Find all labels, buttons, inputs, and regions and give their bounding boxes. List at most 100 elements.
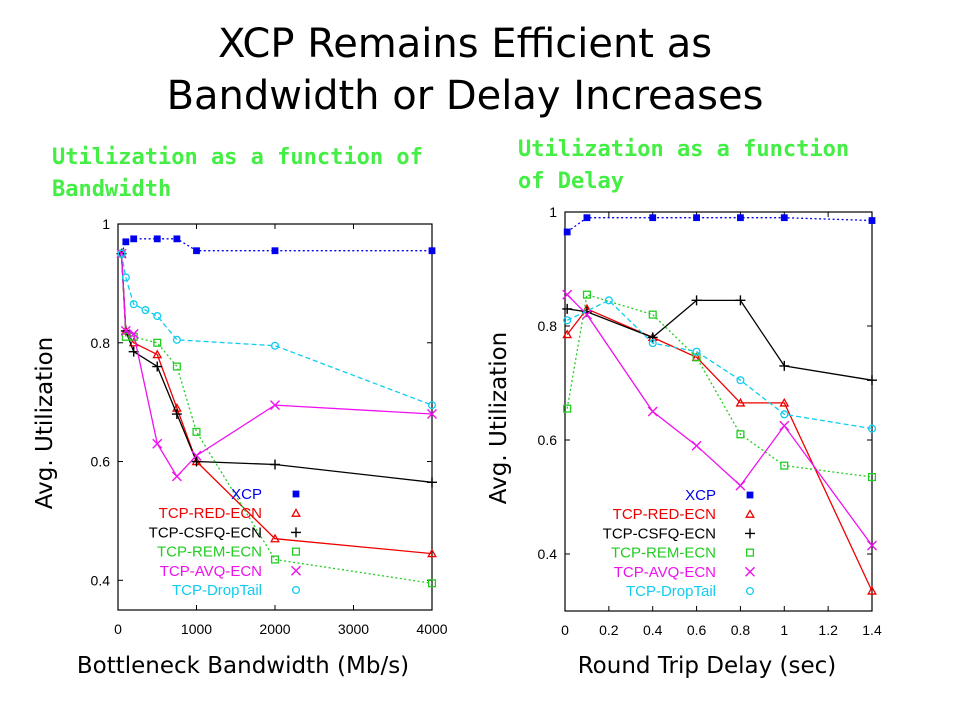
left-chart-point-tcp-rem-ecn bbox=[192, 427, 201, 436]
right-chart-point-tcp-avq-ecn bbox=[647, 406, 658, 417]
right-chart-legend-label-tcp-droptail: TCP-DropTail bbox=[626, 583, 716, 600]
left-chart-xtick-label: 3000 bbox=[338, 621, 369, 637]
right-chart-point-xcp bbox=[737, 214, 744, 222]
right-chart-point-xcp bbox=[693, 214, 700, 222]
left-chart-series-xcp bbox=[118, 235, 436, 258]
right-chart-ytick-label: 0.6 bbox=[538, 432, 558, 448]
right-chart-xtick-label: 0.4 bbox=[643, 622, 663, 638]
right-chart-xtick-label: 0.6 bbox=[687, 622, 707, 638]
right-chart-point-tcp-avq-ecn bbox=[735, 480, 746, 491]
right-chart-point-tcp-avq-ecn bbox=[691, 440, 702, 451]
left-chart-x-axis-title: Bottleneck Bandwidth (Mb/s) bbox=[77, 653, 409, 679]
left-chart-legend-label-tcp-avq-ecn: TCP-AVQ-ECN bbox=[160, 563, 262, 580]
left-chart-xtick-label: 2000 bbox=[259, 621, 290, 637]
right-chart-point-tcp-droptail bbox=[736, 376, 745, 385]
left-chart-point-tcp-avq-ecn bbox=[270, 400, 280, 411]
right-chart-point-tcp-rem-ecn bbox=[648, 310, 657, 319]
right-chart-xtick-label: 1.2 bbox=[818, 622, 838, 638]
right-chart-ytick-label: 1 bbox=[549, 204, 557, 220]
right-chart-xtick-label: 1 bbox=[780, 622, 788, 638]
right-chart-legend-label-tcp-red-ecn: TCP-RED-ECN bbox=[613, 506, 716, 523]
left-chart-point-tcp-droptail bbox=[117, 249, 126, 258]
left-chart: 1 0.8 0.6 0.4 0 1000 2000 3000 4000 Bottleneck Ba… bbox=[32, 216, 448, 679]
left-chart-legend-label-xcp: XCP bbox=[231, 486, 262, 503]
left-chart-point-tcp-csfq-ecn bbox=[191, 456, 202, 467]
left-chart-point-tcp-red-ecn bbox=[152, 349, 163, 359]
right-chart-xtick-label: 0 bbox=[561, 622, 569, 638]
right-chart-legend-marker-tcp-droptail bbox=[745, 586, 755, 596]
left-chart-point-xcp bbox=[153, 235, 161, 243]
left-chart-point-tcp-avq-ecn bbox=[128, 328, 139, 339]
right-chart-point-tcp-rem-ecn bbox=[692, 353, 701, 362]
right-chart-point-tcp-red-ecn bbox=[562, 329, 573, 339]
right-chart-x-axis-title: Round Trip Delay (sec) bbox=[578, 653, 837, 679]
left-chart-line-tcp-csfq-ecn bbox=[120, 253, 433, 483]
left-chart-point-xcp bbox=[122, 238, 130, 246]
left-chart-point-xcp bbox=[428, 247, 436, 255]
right-chart-series-tcp-csfq-ecn bbox=[562, 295, 877, 386]
left-chart-point-tcp-avq-ecn bbox=[116, 248, 127, 259]
right-chart-point-tcp-csfq-ecn bbox=[562, 303, 573, 314]
left-chart-series-tcp-avq-ecn bbox=[116, 248, 437, 482]
left-chart-legend-marker-xcp bbox=[292, 490, 300, 498]
left-chart-line-tcp-droptail bbox=[120, 253, 433, 406]
right-chart-point-tcp-droptail bbox=[648, 339, 657, 348]
right-chart-point-tcp-avq-ecn bbox=[779, 420, 790, 431]
right-chart-series-tcp-droptail bbox=[563, 296, 877, 433]
left-chart-subtitle-line-2: Bandwidth bbox=[52, 177, 172, 202]
right-chart-point-tcp-droptail bbox=[780, 410, 789, 419]
right-chart-subtitle-line-1: Utilization as a function bbox=[518, 137, 850, 162]
left-chart-line-tcp-avq-ecn bbox=[120, 253, 433, 478]
right-chart-legend-marker-tcp-rem-ecn bbox=[745, 548, 755, 557]
left-chart-point-xcp bbox=[271, 247, 279, 255]
right-chart-point-tcp-avq-ecn bbox=[867, 540, 877, 551]
right-chart-legend-marker-tcp-csfq-ecn bbox=[745, 528, 755, 539]
right-chart-series-tcp-rem-ecn bbox=[563, 290, 877, 482]
left-chart-line-tcp-rem-ecn bbox=[120, 253, 433, 584]
right-chart-line-xcp bbox=[566, 217, 873, 233]
right-chart-subtitle-line-2: of Delay bbox=[518, 169, 624, 194]
left-chart-legend-marker-tcp-avq-ecn bbox=[291, 565, 301, 576]
right-chart-legend-marker-xcp bbox=[746, 491, 754, 499]
left-chart-legend-marker-tcp-red-ecn bbox=[291, 508, 301, 517]
left-chart-legend-marker-tcp-droptail bbox=[291, 585, 301, 595]
right-chart-point-tcp-csfq-ecn bbox=[779, 360, 790, 371]
right-chart-series-tcp-avq-ecn bbox=[562, 289, 877, 551]
left-chart-ytick-label: 0.8 bbox=[91, 335, 111, 351]
left-chart-legend-marker-tcp-csfq-ecn bbox=[291, 527, 301, 538]
right-chart-line-tcp-droptail bbox=[566, 299, 873, 430]
right-chart-point-tcp-rem-ecn bbox=[780, 461, 789, 470]
right-chart-point-tcp-csfq-ecn bbox=[647, 332, 658, 343]
right-chart-legend-label-tcp-rem-ecn: TCP-REM-ECN bbox=[611, 545, 716, 562]
right-chart-point-xcp bbox=[780, 214, 788, 222]
left-chart-ytick-label: 0.6 bbox=[91, 454, 111, 470]
right-chart-xtick-label: 1.4 bbox=[862, 622, 882, 638]
right-chart-point-tcp-csfq-ecn bbox=[691, 295, 702, 306]
left-chart-point-tcp-droptail bbox=[129, 300, 138, 309]
left-chart-xtick-label: 4000 bbox=[416, 621, 447, 637]
slide-title-line-1: XCP Remains Efficient as bbox=[217, 21, 713, 67]
right-chart-ytick-label: 0.4 bbox=[538, 546, 558, 562]
left-chart-point-tcp-red-ecn bbox=[270, 533, 280, 543]
left-chart-ytick-label: 0.4 bbox=[91, 572, 111, 588]
right-chart-point-tcp-red-ecn bbox=[735, 397, 746, 407]
left-chart-point-xcp bbox=[173, 235, 181, 243]
left-chart-point-tcp-rem-ecn bbox=[172, 362, 181, 371]
left-chart-xtick-label: 1000 bbox=[181, 621, 212, 637]
left-chart-point-tcp-droptail bbox=[172, 335, 181, 344]
right-chart-series-xcp bbox=[563, 214, 876, 236]
left-chart-point-tcp-avq-ecn bbox=[171, 471, 182, 482]
left-chart-point-tcp-rem-ecn bbox=[121, 332, 130, 341]
right-chart-point-tcp-droptail bbox=[867, 424, 877, 433]
slide-title: XCP Remains Efficient as Bandwidth or De… bbox=[0, 18, 930, 122]
left-chart-series-tcp-csfq-ecn bbox=[116, 248, 437, 488]
right-chart-point-tcp-red-ecn bbox=[779, 397, 790, 407]
right-chart-point-xcp bbox=[649, 214, 657, 222]
right-chart-ytick-label: 0.8 bbox=[538, 318, 558, 334]
right-chart-point-tcp-csfq-ecn bbox=[735, 295, 746, 306]
left-chart-point-tcp-droptail bbox=[427, 401, 437, 410]
right-chart-point-tcp-rem-ecn bbox=[867, 472, 877, 482]
right-chart-point-tcp-csfq-ecn bbox=[867, 375, 877, 386]
right-chart-point-tcp-avq-ecn bbox=[562, 289, 573, 300]
